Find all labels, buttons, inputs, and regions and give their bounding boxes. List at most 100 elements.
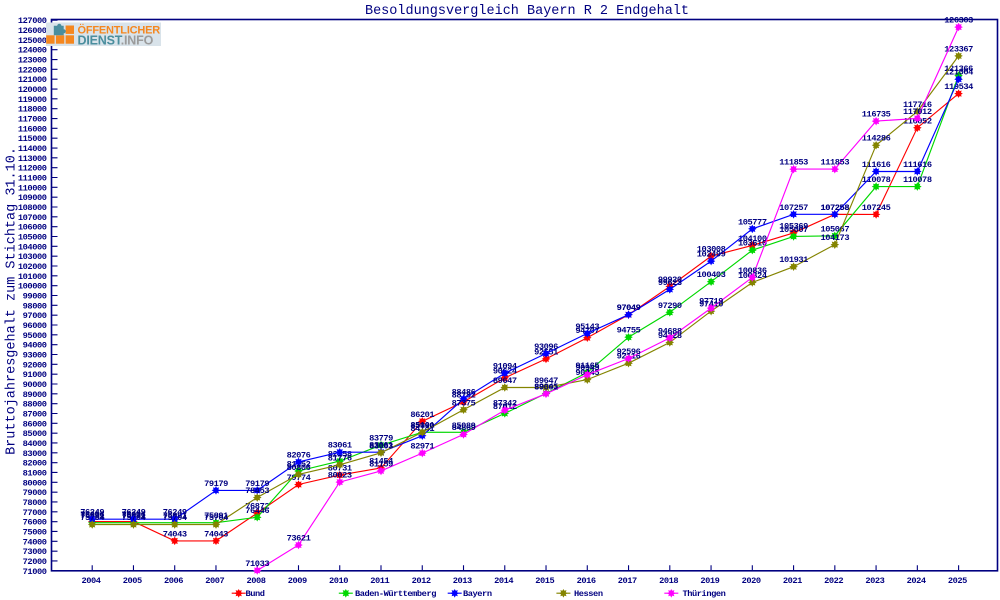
svg-text:105777: 105777 [738, 217, 767, 227]
svg-text:101000: 101000 [18, 272, 47, 282]
svg-text:107245: 107245 [862, 203, 891, 213]
svg-text:83000: 83000 [23, 449, 47, 459]
svg-text:91000: 91000 [23, 370, 47, 380]
svg-text:81000: 81000 [23, 469, 47, 479]
svg-text:2014: 2014 [494, 576, 513, 586]
svg-text:71033: 71033 [245, 559, 269, 569]
svg-text:97049: 97049 [617, 303, 641, 313]
svg-text:2021: 2021 [783, 576, 802, 586]
svg-text:92000: 92000 [23, 360, 47, 370]
svg-text:118000: 118000 [18, 105, 47, 115]
svg-text:125000: 125000 [18, 36, 47, 46]
svg-text:87000: 87000 [23, 410, 47, 420]
svg-text:2013: 2013 [453, 576, 472, 586]
svg-text:86000: 86000 [23, 419, 47, 429]
svg-text:82000: 82000 [23, 459, 47, 469]
svg-text:106000: 106000 [18, 223, 47, 233]
svg-text:76249: 76249 [122, 508, 146, 518]
svg-text:93000: 93000 [23, 351, 47, 361]
svg-text:97000: 97000 [23, 311, 47, 321]
svg-text:111853: 111853 [779, 158, 808, 168]
svg-text:95000: 95000 [23, 331, 47, 341]
svg-text:100403: 100403 [697, 270, 726, 280]
svg-text:75891: 75891 [204, 511, 228, 521]
svg-text:102499: 102499 [697, 250, 726, 260]
svg-text:76872: 76872 [245, 502, 269, 512]
svg-text:111616: 111616 [862, 160, 891, 170]
svg-text:117012: 117012 [903, 107, 932, 117]
svg-text:Hessen: Hessen [574, 589, 603, 599]
svg-text:114000: 114000 [18, 144, 47, 154]
svg-text:104000: 104000 [18, 242, 47, 252]
svg-text:75704: 75704 [122, 513, 146, 523]
svg-text:2004: 2004 [81, 576, 100, 586]
svg-text:2024: 2024 [907, 576, 926, 586]
svg-text:90945: 90945 [575, 363, 599, 373]
svg-text:74043: 74043 [204, 529, 228, 539]
svg-text:103610: 103610 [738, 239, 767, 249]
svg-text:105007: 105007 [779, 225, 808, 235]
svg-text:113000: 113000 [18, 154, 47, 164]
svg-text:110078: 110078 [862, 175, 891, 185]
svg-text:86201: 86201 [410, 410, 434, 420]
svg-text:127000: 127000 [18, 16, 47, 26]
svg-text:119000: 119000 [18, 95, 47, 105]
svg-text:80731: 80731 [328, 464, 352, 474]
svg-text:105000: 105000 [18, 233, 47, 243]
svg-text:76006: 76006 [80, 510, 104, 520]
svg-text:97049: 97049 [617, 303, 641, 313]
svg-text:Thüringen: Thüringen [683, 589, 726, 599]
svg-text:81159: 81159 [369, 459, 393, 469]
svg-text:119534: 119534 [944, 82, 973, 92]
svg-text:87375: 87375 [452, 398, 476, 408]
svg-text:121000: 121000 [18, 75, 47, 85]
svg-text:Bund: Bund [246, 589, 265, 599]
svg-text:105369: 105369 [779, 221, 808, 231]
svg-text:99623: 99623 [658, 278, 682, 288]
svg-text:107257: 107257 [779, 203, 808, 213]
svg-text:2025: 2025 [948, 576, 967, 586]
svg-text:114286: 114286 [862, 134, 891, 144]
svg-text:90000: 90000 [23, 380, 47, 390]
svg-text:2020: 2020 [742, 576, 761, 586]
svg-text:94755: 94755 [617, 326, 641, 336]
svg-text:110000: 110000 [18, 183, 47, 193]
svg-text:87342: 87342 [493, 399, 517, 409]
svg-text:73621: 73621 [287, 534, 311, 544]
svg-text:105067: 105067 [821, 224, 850, 234]
svg-text:2022: 2022 [824, 576, 843, 586]
svg-text:104173: 104173 [821, 233, 850, 243]
svg-text:76249: 76249 [80, 508, 104, 518]
svg-text:80000: 80000 [23, 478, 47, 488]
svg-text:75704: 75704 [204, 513, 228, 523]
svg-text:80806: 80806 [287, 463, 311, 473]
svg-text:99000: 99000 [23, 292, 47, 302]
svg-text:101931: 101931 [779, 255, 808, 265]
svg-text:109000: 109000 [18, 193, 47, 203]
svg-text:83779: 83779 [369, 434, 393, 444]
svg-text:94688: 94688 [658, 326, 682, 336]
svg-text:91094: 91094 [493, 362, 517, 372]
svg-text:79000: 79000 [23, 488, 47, 498]
svg-text:95143: 95143 [575, 322, 599, 332]
svg-text:102000: 102000 [18, 262, 47, 272]
svg-text:93096: 93096 [534, 342, 558, 352]
svg-text:82076: 82076 [287, 450, 311, 460]
svg-text:85090: 85090 [410, 421, 434, 431]
svg-text:76249: 76249 [163, 508, 187, 518]
svg-text:85089: 85089 [452, 421, 476, 431]
svg-text:107258: 107258 [821, 203, 850, 213]
svg-text:89001: 89001 [534, 382, 558, 392]
svg-text:91165: 91165 [575, 361, 599, 371]
svg-text:103008: 103008 [697, 245, 726, 255]
svg-text:89647: 89647 [493, 376, 517, 386]
svg-text:2015: 2015 [535, 576, 554, 586]
svg-text:92596: 92596 [617, 347, 641, 357]
svg-text:2011: 2011 [370, 576, 389, 586]
svg-text:121004: 121004 [944, 68, 973, 78]
svg-text:73000: 73000 [23, 547, 47, 557]
svg-text:76006: 76006 [122, 510, 146, 520]
svg-text:Besoldungsvergleich Bayern R 2: Besoldungsvergleich Bayern R 2 Endgehalt [365, 4, 689, 19]
svg-text:2023: 2023 [865, 576, 884, 586]
svg-text:111000: 111000 [18, 174, 47, 184]
